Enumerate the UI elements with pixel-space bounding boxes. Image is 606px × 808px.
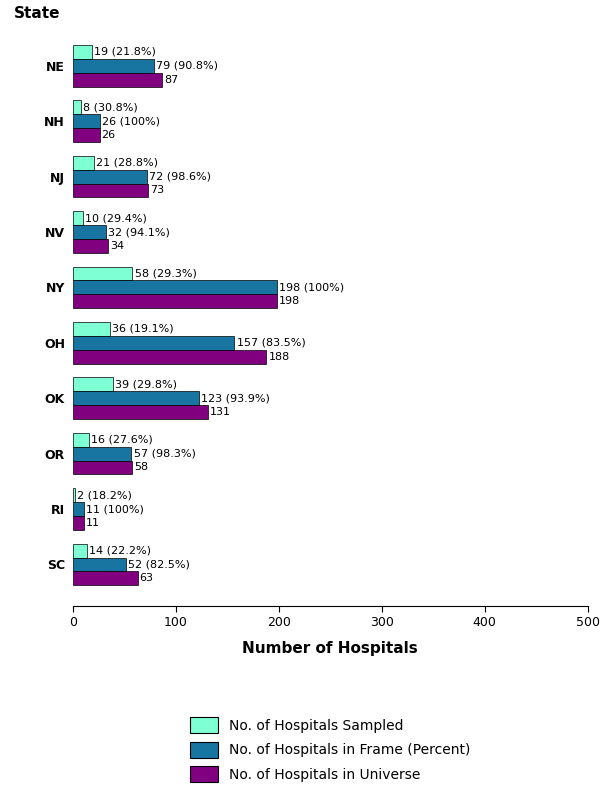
Text: 11: 11 [86, 518, 100, 528]
Text: 21 (28.8%): 21 (28.8%) [96, 158, 158, 168]
Bar [73, 391, 199, 405]
Text: 34: 34 [110, 241, 124, 250]
Bar [73, 571, 138, 585]
X-axis label: Number of Hospitals: Number of Hospitals [242, 641, 418, 655]
Text: 10 (29.4%): 10 (29.4%) [85, 213, 147, 223]
Text: 73: 73 [150, 186, 164, 196]
Bar [73, 433, 89, 447]
Text: 198 (100%): 198 (100%) [279, 283, 344, 292]
Text: 87: 87 [164, 74, 179, 85]
Text: 157 (83.5%): 157 (83.5%) [236, 338, 305, 347]
Bar [73, 211, 83, 225]
Bar [73, 558, 126, 571]
Text: 58: 58 [135, 462, 148, 473]
Text: 79 (90.8%): 79 (90.8%) [156, 61, 218, 71]
Bar [73, 280, 277, 294]
Bar [73, 350, 267, 364]
Text: 11 (100%): 11 (100%) [86, 504, 144, 514]
Text: 188: 188 [268, 351, 290, 362]
Text: 32 (94.1%): 32 (94.1%) [108, 227, 170, 237]
Bar [73, 225, 105, 239]
Text: 131: 131 [210, 407, 231, 417]
Bar [73, 544, 87, 558]
Legend: No. of Hospitals Sampled, No. of Hospitals in Frame (Percent), No. of Hospitals : No. of Hospitals Sampled, No. of Hospita… [179, 706, 482, 793]
Text: 123 (93.9%): 123 (93.9%) [201, 393, 270, 403]
Bar [73, 267, 133, 280]
Bar [73, 488, 75, 502]
Bar [73, 156, 95, 170]
Text: State: State [13, 6, 60, 21]
Text: 58 (29.3%): 58 (29.3%) [135, 268, 196, 279]
Bar [73, 73, 162, 86]
Text: 8 (30.8%): 8 (30.8%) [83, 103, 138, 112]
Bar [73, 294, 277, 308]
Bar [73, 516, 84, 530]
Bar [73, 128, 99, 142]
Text: 26: 26 [102, 130, 116, 140]
Bar [73, 461, 133, 474]
Bar [73, 377, 113, 391]
Text: 19 (21.8%): 19 (21.8%) [95, 47, 156, 57]
Bar [73, 45, 92, 59]
Text: 14 (22.2%): 14 (22.2%) [89, 545, 152, 556]
Bar [73, 114, 99, 128]
Text: 16 (27.6%): 16 (27.6%) [92, 435, 153, 444]
Text: 2 (18.2%): 2 (18.2%) [77, 490, 132, 500]
Text: 72 (98.6%): 72 (98.6%) [149, 171, 211, 182]
Text: 57 (98.3%): 57 (98.3%) [133, 448, 195, 459]
Bar [73, 59, 154, 73]
Bar [73, 336, 235, 350]
Bar [73, 447, 132, 461]
Bar [73, 405, 208, 419]
Bar [73, 322, 110, 336]
Bar [73, 183, 148, 197]
Bar [73, 239, 108, 253]
Text: 52 (82.5%): 52 (82.5%) [128, 559, 190, 570]
Text: 198: 198 [279, 297, 300, 306]
Text: 36 (19.1%): 36 (19.1%) [112, 324, 173, 334]
Text: 26 (100%): 26 (100%) [102, 116, 159, 126]
Bar [73, 100, 81, 114]
Bar [73, 170, 147, 183]
Text: 63: 63 [139, 574, 154, 583]
Bar [73, 502, 84, 516]
Text: 39 (29.8%): 39 (29.8%) [115, 380, 177, 389]
